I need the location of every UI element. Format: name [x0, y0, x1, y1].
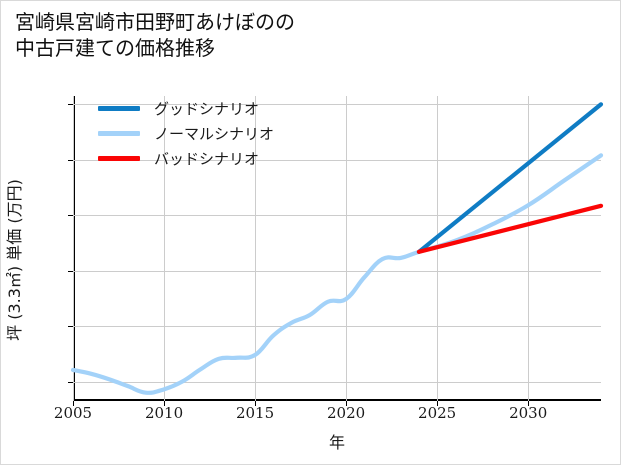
- x-tick-label: 2005: [53, 404, 93, 422]
- gridline-horizontal: [73, 215, 601, 217]
- x-tick-mark: [73, 401, 74, 406]
- x-tick-label: 2025: [418, 404, 457, 422]
- x-tick-label: 2015: [235, 404, 275, 422]
- plot-frame: [73, 96, 601, 401]
- gridline-horizontal: [73, 159, 601, 161]
- gridline-horizontal: [73, 270, 601, 272]
- series-line: [416, 203, 604, 254]
- y-tick-mark: [68, 270, 73, 272]
- x-tick-label: 2010: [144, 404, 184, 422]
- gridline-vertical: [528, 96, 530, 401]
- legend-color-swatch: [98, 155, 140, 161]
- legend-item[interactable]: ノーマルシナリオ: [98, 124, 275, 143]
- y-tick-mark: [68, 215, 73, 217]
- x-tick-mark: [255, 401, 257, 406]
- y-tick-mark: [68, 104, 73, 106]
- gridline-horizontal: [73, 381, 601, 383]
- gridline-horizontal: [73, 326, 601, 328]
- legend-label: グッドシナリオ: [154, 99, 260, 118]
- y-tick-mark: [68, 381, 73, 383]
- x-tick-mark: [437, 401, 439, 406]
- gridline-vertical: [164, 96, 166, 401]
- data-lines: [70, 102, 604, 395]
- legend-label: バッドシナリオ: [154, 149, 260, 168]
- x-tick-mark: [164, 401, 166, 406]
- y-axis-label: 坪 (3.3㎡) 単価 (万円): [5, 179, 24, 341]
- legend-item[interactable]: グッドシナリオ: [98, 99, 274, 118]
- x-tick-mark: [528, 401, 530, 406]
- gridline-vertical: [255, 96, 257, 401]
- legend-color-swatch: [98, 130, 140, 136]
- gridline-vertical: [346, 96, 348, 401]
- x-tick-label: 2030: [509, 404, 548, 422]
- x-tick-mark: [346, 401, 348, 406]
- legend-label: ノーマルシナリオ: [154, 124, 275, 143]
- chart-legend: グッドシナリオ ノーマルシナリオ バッドシナリオ: [98, 99, 275, 168]
- chart-title: 宮崎県宮崎市田野町あけぼのの 中古戸建ての価格推移: [15, 10, 295, 61]
- gridline-horizontal: [73, 104, 601, 106]
- legend-color-swatch: [98, 105, 140, 111]
- series-line: [416, 102, 604, 254]
- y-tick-mark: [68, 326, 73, 328]
- legend-item[interactable]: バッドシナリオ: [98, 149, 274, 168]
- series-line: [70, 153, 604, 395]
- gridline-vertical: [73, 96, 74, 401]
- x-tick-label: 2020: [327, 404, 366, 422]
- y-tick-mark: [68, 159, 73, 161]
- x-axis-label: 年: [328, 433, 345, 452]
